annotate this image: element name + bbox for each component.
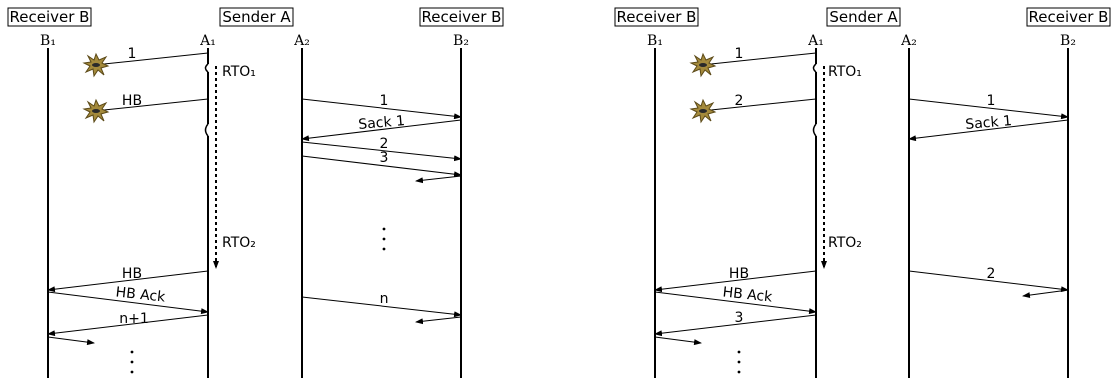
message-arrow <box>654 291 817 315</box>
msg-label: HB Ack <box>722 284 774 305</box>
msg-label: 1 <box>735 46 744 62</box>
right-header-receiver-b1: Receiver B <box>614 7 699 27</box>
message-arrow <box>47 314 209 337</box>
right-header-receiver-b2: Receiver B <box>1026 7 1111 27</box>
msg-label: 3 <box>735 310 744 326</box>
msg-label: 1 <box>987 93 996 109</box>
message-arrow <box>47 291 209 315</box>
lifeline-label-b2: B₂ <box>1060 33 1076 49</box>
rto1-label: RTO₁ <box>222 64 256 80</box>
msg-label: Sack 1 <box>965 113 1013 133</box>
lifeline-label-b2: B₂ <box>453 33 469 49</box>
msg-label: HB <box>122 266 142 282</box>
message-arrow <box>908 119 1069 142</box>
lifeline-label-b1: B₁ <box>647 33 663 49</box>
lifeline-label-a2: A₂ <box>293 33 310 49</box>
msg-label: 2 <box>380 136 389 152</box>
lifeline-label-a2: A₂ <box>900 33 917 49</box>
msg-label: HB <box>122 93 142 109</box>
header-label: Sender A <box>829 8 898 26</box>
lost-message-2 <box>710 98 817 111</box>
lost-message-1 <box>710 52 817 65</box>
msg-label: 1 <box>380 93 389 109</box>
message-arrow <box>1022 289 1069 299</box>
msg-label: n+1 <box>119 311 149 327</box>
message-arrow <box>301 296 462 318</box>
ellipsis-dots <box>130 350 134 374</box>
message-arrow <box>301 98 462 120</box>
lifeline-label-a1: A₁ <box>807 33 824 49</box>
message-arrow <box>415 175 462 184</box>
msg-label: HB Ack <box>115 284 167 305</box>
msg-label: 1 <box>128 46 137 62</box>
message-arrow <box>415 316 462 325</box>
lost-message-1 <box>103 52 209 65</box>
message-arrow <box>47 336 95 346</box>
header-label: Receiver B <box>1029 8 1109 26</box>
left-header-sender-a: Sender A <box>219 7 294 27</box>
right-diagram: Receiver B Sender A Receiver B B₁ A₁ A₂ … <box>614 7 1111 378</box>
header-label: Receiver B <box>422 8 502 26</box>
message-arrow <box>654 314 817 337</box>
msg-label: n <box>380 291 389 307</box>
right-header-sender-a: Sender A <box>826 7 901 27</box>
message-arrow <box>301 141 462 162</box>
message-arrow <box>301 155 462 178</box>
msg-label: 3 <box>380 150 389 166</box>
lifeline-label-b1: B₁ <box>40 33 56 49</box>
left-header-receiver-b1: Receiver B <box>7 7 92 27</box>
left-diagram: Receiver B Sender A Receiver B B₁ A₁ A₂ … <box>7 7 504 378</box>
rto2-label: RTO₂ <box>222 235 256 251</box>
msg-label: 2 <box>735 93 744 109</box>
ellipsis-dots <box>382 227 386 251</box>
header-label: Receiver B <box>10 8 90 26</box>
message-arrow <box>654 336 702 346</box>
header-label: Sender A <box>222 8 291 26</box>
loss-burst-icon <box>83 99 109 123</box>
message-arrow <box>908 98 1069 120</box>
ellipsis-dots <box>737 350 741 374</box>
msg-label: Sack 1 <box>358 113 406 133</box>
lifeline-a1 <box>812 48 817 378</box>
loss-burst-icon <box>690 99 716 123</box>
message-arrow <box>654 270 817 293</box>
msg-label: 2 <box>987 266 996 282</box>
message-arrow <box>908 270 1069 293</box>
lifeline-label-a1: A₁ <box>199 33 216 49</box>
msg-label: HB <box>729 266 749 282</box>
message-arrow <box>47 270 209 293</box>
header-label: Receiver B <box>617 8 697 26</box>
message-arrow <box>301 119 462 142</box>
loss-burst-icon <box>690 53 716 77</box>
rto1-label: RTO₁ <box>828 64 862 80</box>
lost-message-hb <box>103 98 209 111</box>
left-header-receiver-b2: Receiver B <box>419 7 504 27</box>
lifeline-a1 <box>204 48 209 378</box>
loss-burst-icon <box>83 53 109 77</box>
rto2-label: RTO₂ <box>828 235 862 251</box>
